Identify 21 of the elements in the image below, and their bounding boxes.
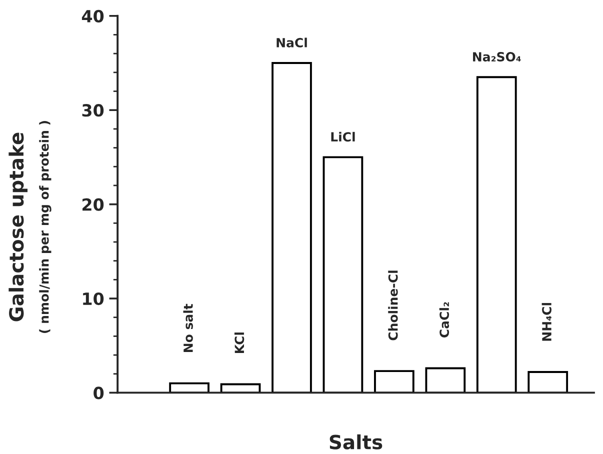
y-tick-label: 0 xyxy=(94,386,104,400)
y-axis-title: Galactose uptake ( nmol/min per mg of protein ) xyxy=(8,121,52,333)
x-tick-label: Na₂SO₄ xyxy=(473,52,521,62)
y-tick-label: 20 xyxy=(82,198,104,211)
bar xyxy=(476,76,517,393)
bar xyxy=(425,367,466,393)
bar xyxy=(374,370,414,393)
y-tick-label: 40 xyxy=(82,10,104,22)
x-tick-label: KCl xyxy=(234,332,244,353)
x-tick-label: LiCl xyxy=(331,132,355,142)
bar xyxy=(528,371,568,393)
x-tick-label: Choline-Cl xyxy=(388,270,398,340)
x-axis-title: Salts xyxy=(330,434,382,450)
y-tick-label: 30 xyxy=(82,104,104,117)
x-tick-label: No salt xyxy=(183,304,193,352)
bar xyxy=(272,62,312,393)
x-tick-label: NaCl xyxy=(276,38,307,48)
y-tick-label: 10 xyxy=(83,292,104,306)
x-tick-label: NH₄Cl xyxy=(542,303,552,341)
x-tick-label: CaCl₂ xyxy=(439,302,450,338)
bar xyxy=(322,156,364,393)
